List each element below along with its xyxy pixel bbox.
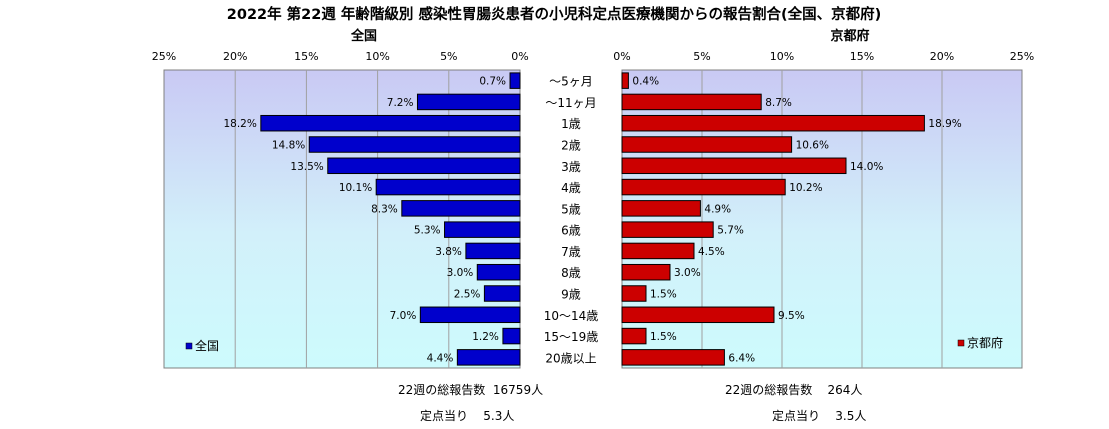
data-label-kyoto: 3.0% bbox=[674, 267, 701, 279]
category-label: 15～19歳 bbox=[544, 330, 599, 344]
category-label: 20歳以上 bbox=[545, 351, 596, 365]
bar-kyoto bbox=[621, 114, 925, 132]
right-panel-title: 京都府 bbox=[830, 28, 869, 44]
data-label-kyoto: 4.5% bbox=[698, 246, 725, 258]
bar-kyoto bbox=[621, 221, 714, 238]
data-label-kyoto: 10.2% bbox=[789, 182, 822, 194]
data-label-zenkoku: 3.8% bbox=[435, 246, 462, 258]
legend-swatch-kyoto bbox=[957, 339, 965, 347]
data-label-kyoto: 14.0% bbox=[850, 161, 883, 173]
legend-swatch-zenkoku bbox=[185, 342, 193, 350]
bar-zenkoku bbox=[509, 72, 521, 89]
bar-zenkoku bbox=[476, 263, 521, 281]
bar-kyoto bbox=[621, 72, 629, 89]
bar-zenkoku bbox=[327, 157, 521, 175]
bar-zenkoku bbox=[483, 285, 521, 302]
category-label: ～5ヶ月 bbox=[549, 75, 593, 89]
bar-kyoto bbox=[621, 349, 725, 366]
right-per-site: 定点当り 3.5人 bbox=[772, 409, 867, 423]
data-label-kyoto: 18.9% bbox=[928, 118, 961, 130]
data-label-zenkoku: 13.5% bbox=[290, 161, 323, 173]
bar-zenkoku bbox=[375, 178, 521, 196]
bar-zenkoku bbox=[456, 349, 521, 366]
data-label-zenkoku: 14.8% bbox=[272, 140, 305, 152]
left-total-reports: 22週の総報告数 16759人 bbox=[398, 383, 544, 397]
right-tick-label: 15% bbox=[850, 50, 874, 63]
data-label-zenkoku: 8.3% bbox=[371, 203, 398, 215]
data-label-zenkoku: 7.0% bbox=[390, 310, 417, 322]
category-label: 8歳 bbox=[561, 266, 581, 280]
category-label: 4歳 bbox=[561, 181, 581, 195]
legend-label-zenkoku: 全国 bbox=[195, 338, 219, 353]
bar-zenkoku bbox=[401, 200, 521, 217]
data-label-zenkoku: 5.3% bbox=[414, 225, 441, 237]
category-label: 10～14歳 bbox=[544, 309, 599, 323]
bar-kyoto bbox=[621, 157, 847, 175]
data-label-kyoto: 5.7% bbox=[717, 225, 744, 237]
bar-kyoto bbox=[621, 327, 647, 345]
bar-kyoto bbox=[621, 306, 775, 324]
data-label-zenkoku: 3.0% bbox=[447, 267, 474, 279]
right-tick-label: 5% bbox=[693, 50, 710, 63]
data-label-zenkoku: 1.2% bbox=[472, 331, 499, 343]
bar-zenkoku bbox=[308, 136, 521, 153]
bar-kyoto bbox=[621, 93, 762, 111]
data-label-zenkoku: 10.1% bbox=[339, 182, 372, 194]
data-label-kyoto: 4.9% bbox=[704, 203, 731, 215]
category-label: 2歳 bbox=[561, 139, 581, 153]
right-tick-label: 10% bbox=[770, 50, 794, 63]
category-label: 6歳 bbox=[561, 224, 581, 238]
left-tick-label: 0% bbox=[511, 50, 528, 63]
right-total-reports: 22週の総報告数 264人 bbox=[725, 383, 863, 397]
category-label: 3歳 bbox=[561, 160, 581, 174]
bar-zenkoku bbox=[416, 93, 521, 111]
category-label: 5歳 bbox=[561, 202, 581, 216]
right-tick-label: 20% bbox=[930, 50, 954, 63]
data-label-kyoto: 6.4% bbox=[728, 352, 755, 364]
data-label-zenkoku: 7.2% bbox=[387, 97, 414, 109]
right-tick-label: 0% bbox=[613, 50, 630, 63]
data-label-kyoto: 8.7% bbox=[765, 97, 792, 109]
bar-kyoto bbox=[621, 263, 671, 281]
bar-kyoto bbox=[621, 242, 695, 260]
bar-zenkoku bbox=[444, 221, 521, 238]
left-plot-area bbox=[163, 69, 521, 369]
data-label-zenkoku: 2.5% bbox=[454, 289, 481, 301]
left-per-site: 定点当り 5.3人 bbox=[420, 409, 515, 423]
left-panel-title: 全国 bbox=[350, 28, 377, 44]
chart-title: 2022年 第22週 年齢階級別 感染性胃腸炎患者の小児科定点医療機関からの報告… bbox=[227, 5, 881, 23]
legend-label-kyoto: 京都府 bbox=[967, 335, 1003, 350]
left-tick-label: 25% bbox=[152, 50, 176, 63]
bar-zenkoku bbox=[260, 114, 521, 132]
category-label: 1歳 bbox=[561, 117, 581, 131]
data-label-kyoto: 0.4% bbox=[632, 76, 659, 88]
bar-zenkoku bbox=[419, 306, 521, 324]
left-tick-label: 10% bbox=[365, 50, 389, 63]
right-tick-label: 25% bbox=[1010, 50, 1034, 63]
right-plot-area bbox=[621, 69, 1023, 369]
bar-zenkoku bbox=[465, 242, 521, 260]
data-label-zenkoku: 0.7% bbox=[479, 76, 506, 88]
data-label-kyoto: 10.6% bbox=[796, 140, 829, 152]
bar-zenkoku bbox=[502, 327, 521, 345]
data-label-kyoto: 9.5% bbox=[778, 310, 805, 322]
bar-kyoto bbox=[621, 136, 793, 153]
category-label: 9歳 bbox=[561, 288, 581, 302]
bar-kyoto bbox=[621, 200, 701, 217]
data-label-zenkoku: 4.4% bbox=[427, 352, 454, 364]
left-tick-label: 20% bbox=[223, 50, 247, 63]
bar-kyoto bbox=[621, 178, 786, 196]
bar-kyoto bbox=[621, 285, 647, 302]
data-label-zenkoku: 18.2% bbox=[223, 118, 256, 130]
left-tick-label: 5% bbox=[440, 50, 457, 63]
left-tick-label: 15% bbox=[294, 50, 318, 63]
category-label: 7歳 bbox=[561, 245, 581, 259]
category-label: ～11ヶ月 bbox=[545, 96, 596, 110]
data-label-kyoto: 1.5% bbox=[650, 331, 677, 343]
data-label-kyoto: 1.5% bbox=[650, 289, 677, 301]
